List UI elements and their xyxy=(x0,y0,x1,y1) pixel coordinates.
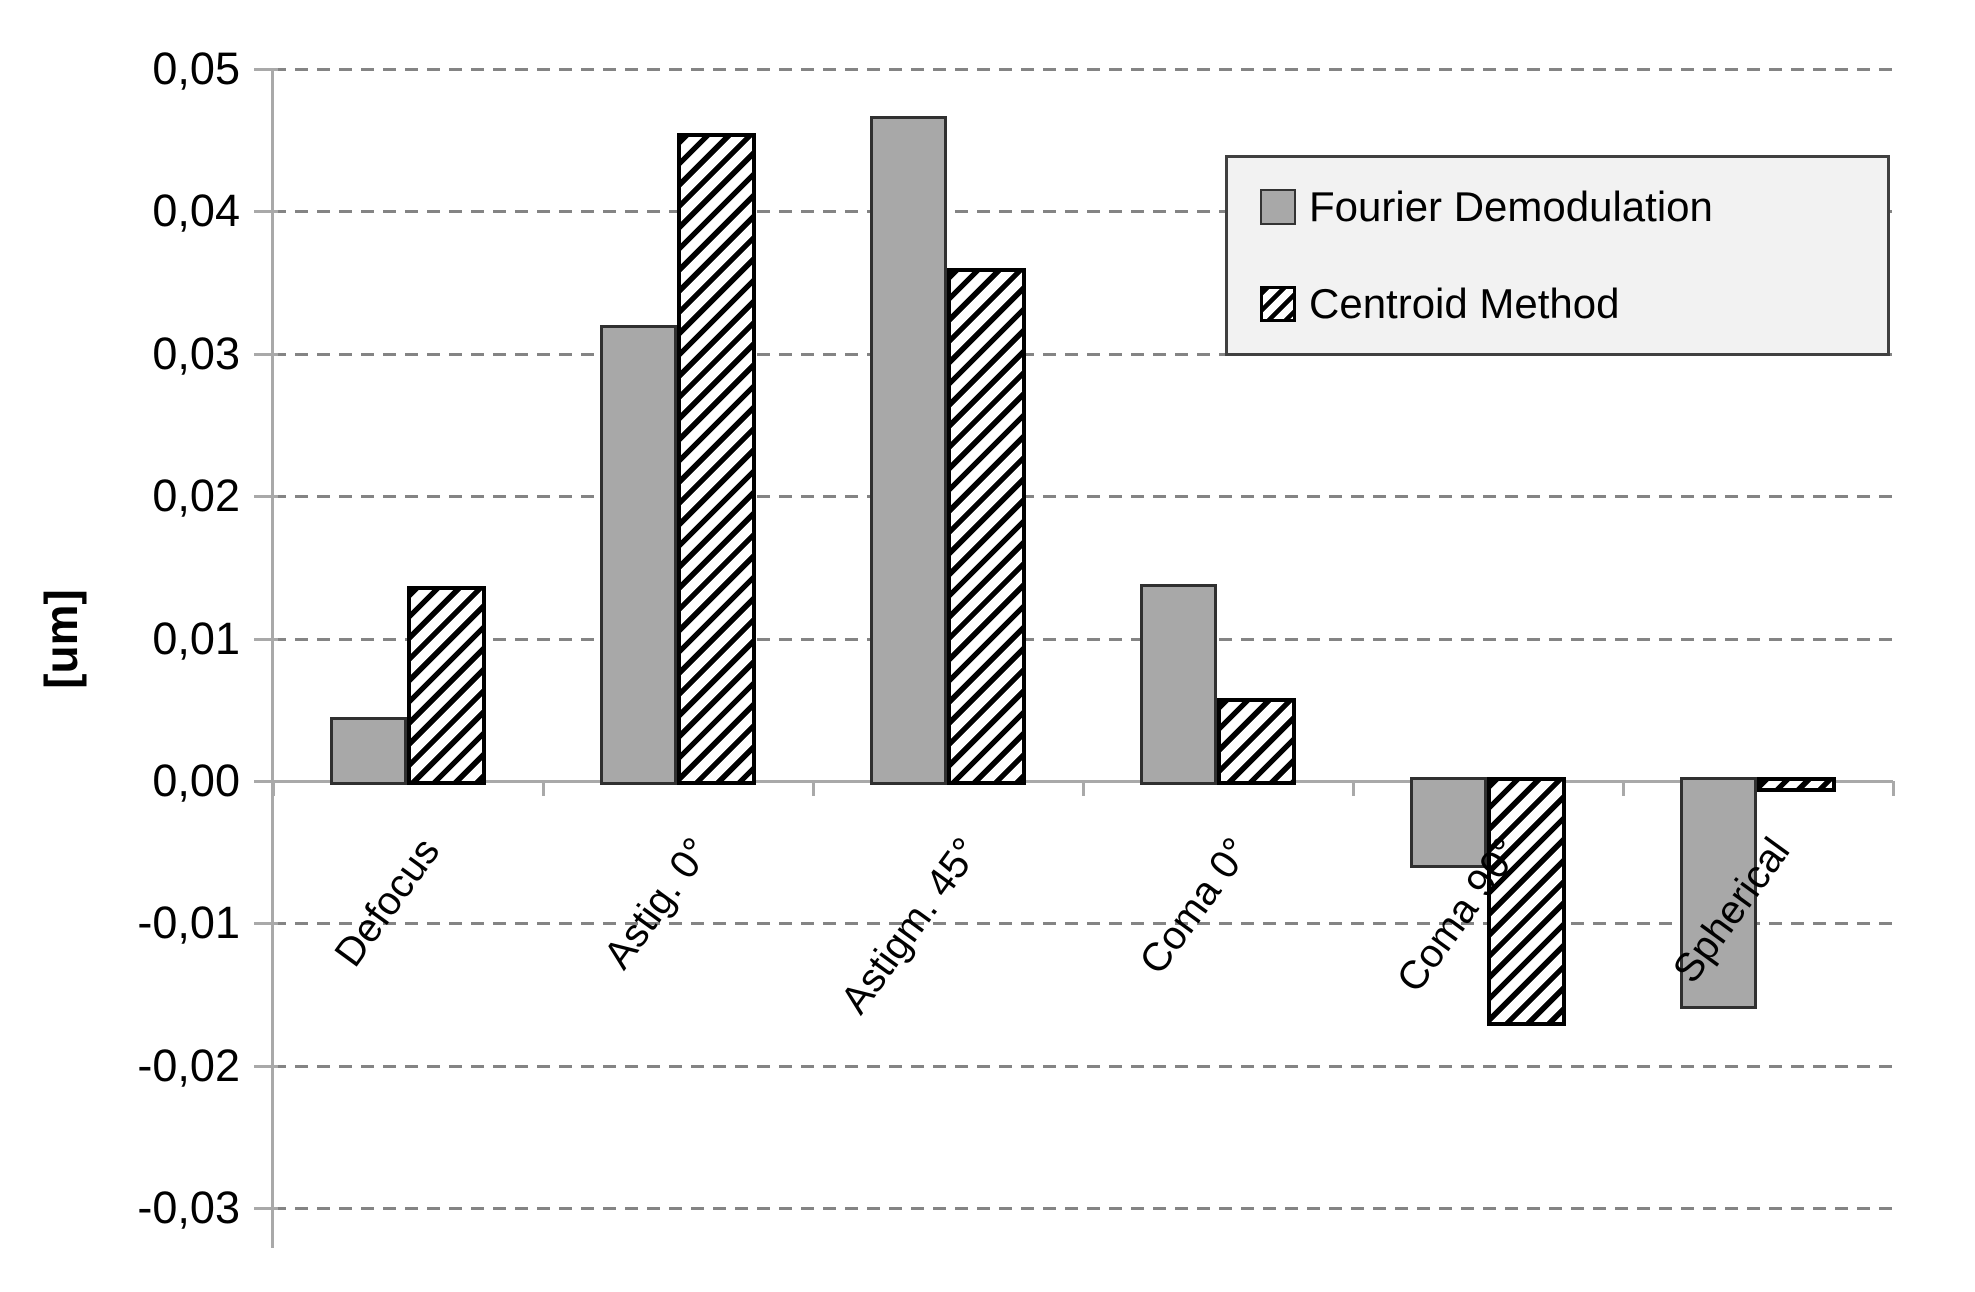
y-tick-label: 0,02 xyxy=(152,470,240,522)
y-axis-line xyxy=(271,69,274,1249)
y-axis-tick xyxy=(254,352,278,356)
bar-fourier-demodulation-5 xyxy=(1410,777,1487,868)
legend-label: Fourier Demodulation xyxy=(1309,182,1713,230)
legend-item-fourier-demodulation: Fourier Demodulation xyxy=(1260,183,1887,231)
y-tick-label: -0,01 xyxy=(137,897,240,949)
x-axis-tick xyxy=(1622,781,1625,796)
x-axis-tick xyxy=(1892,781,1895,796)
y-axis-tick xyxy=(254,210,278,214)
y-tick-label: 0,05 xyxy=(152,43,240,94)
y-tick-label: 0,01 xyxy=(152,612,240,664)
y-axis-tick xyxy=(254,68,278,71)
bar-centroid-method-6 xyxy=(1757,777,1836,793)
bar-centroid-method-3 xyxy=(947,268,1026,785)
x-category-label: Astig. 0° xyxy=(595,830,719,977)
legend-label: Centroid Method xyxy=(1309,280,1620,328)
legend: Fourier Demodulation Centroid Method xyxy=(1225,155,1890,356)
gridline xyxy=(273,1207,1893,1211)
bar-fourier-demodulation-2 xyxy=(600,325,677,785)
y-axis-tick xyxy=(254,922,278,926)
gridline xyxy=(273,1064,1893,1068)
gridline xyxy=(273,352,1893,356)
gridline xyxy=(273,495,1893,499)
bar-centroid-method-5 xyxy=(1487,777,1566,1026)
x-axis-tick xyxy=(812,781,815,796)
y-tick-label: 0,03 xyxy=(152,327,240,379)
gridline xyxy=(273,210,1893,214)
bar-fourier-demodulation-1 xyxy=(330,716,407,785)
y-axis-tick xyxy=(254,1207,278,1211)
x-axis-tick xyxy=(1082,781,1085,796)
y-tick-label: -0,02 xyxy=(137,1039,240,1091)
bar-fourier-demodulation-6 xyxy=(1680,777,1757,1009)
bar-centroid-method-4 xyxy=(1217,698,1296,785)
x-axis-tick xyxy=(1352,781,1355,796)
legend-item-centroid-method: Centroid Method xyxy=(1260,280,1887,328)
y-axis-title: [um] xyxy=(35,589,87,689)
y-tick-label: 0,00 xyxy=(152,755,240,806)
gridline xyxy=(273,68,1893,71)
bar-centroid-method-1 xyxy=(407,585,486,785)
gridline xyxy=(273,922,1893,926)
legend-swatch-diagonal-hatch-icon xyxy=(1260,286,1296,323)
x-axis-tick xyxy=(542,781,545,796)
x-category-label: Defocus xyxy=(326,830,449,975)
y-axis-tick xyxy=(254,1064,278,1068)
bar-fourier-demodulation-3 xyxy=(870,115,947,785)
y-axis-tick xyxy=(254,780,278,783)
gridline xyxy=(273,637,1893,641)
bar-centroid-method-2 xyxy=(677,133,756,785)
y-tick-label: 0,04 xyxy=(152,185,240,237)
x-category-label: Astigm. 45° xyxy=(832,830,989,1022)
y-tick-label: -0,03 xyxy=(137,1182,240,1234)
x-axis-tick xyxy=(272,781,275,796)
x-category-label: Coma 0° xyxy=(1131,830,1259,983)
bar-fourier-demodulation-4 xyxy=(1140,584,1217,785)
legend-swatch-solid-gray-icon xyxy=(1260,188,1296,225)
y-axis-tick xyxy=(254,637,278,641)
y-axis-tick xyxy=(254,495,278,499)
